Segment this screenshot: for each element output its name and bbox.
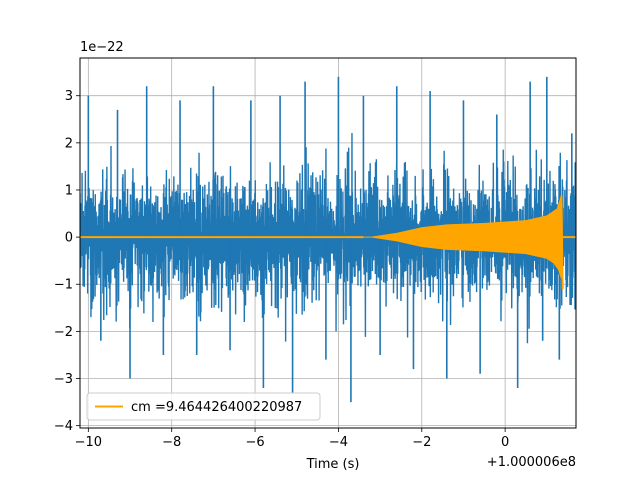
y-tick-label: 3: [65, 89, 73, 104]
legend-label-chirp: cm =9.464426400220987: [131, 400, 302, 415]
y-tick-label: −3: [54, 372, 73, 387]
x-tick-label: −10: [75, 435, 102, 450]
y-tick-label: 2: [65, 136, 73, 151]
series-noise-line: [80, 133, 576, 344]
series-chirp-merger: [560, 195, 564, 289]
x-tick-label: −2: [412, 435, 431, 450]
axes-frame: [79, 57, 577, 429]
plot-area: [80, 76, 576, 403]
x-tick-label: −4: [329, 435, 348, 450]
series-group: [80, 76, 576, 403]
y-tick-label: 1: [65, 183, 73, 198]
series-noise-spikes: [87, 76, 573, 403]
y-tick-label: −1: [54, 278, 73, 293]
x-tick-label: −6: [245, 435, 264, 450]
y-tick-label: 0: [65, 231, 73, 246]
y-scale-label: 1e−22: [80, 40, 124, 55]
x-offset-label: +1.000006e8: [487, 455, 576, 470]
x-axis-label: Time (s): [306, 457, 360, 472]
x-tick-label: −8: [162, 435, 181, 450]
y-tick-label: −2: [54, 325, 73, 340]
legend-box: [86, 392, 321, 421]
x-tick-label: 0: [501, 435, 509, 450]
y-tick-label: −4: [54, 419, 73, 434]
legend: cm =9.464426400220987: [86, 392, 321, 421]
